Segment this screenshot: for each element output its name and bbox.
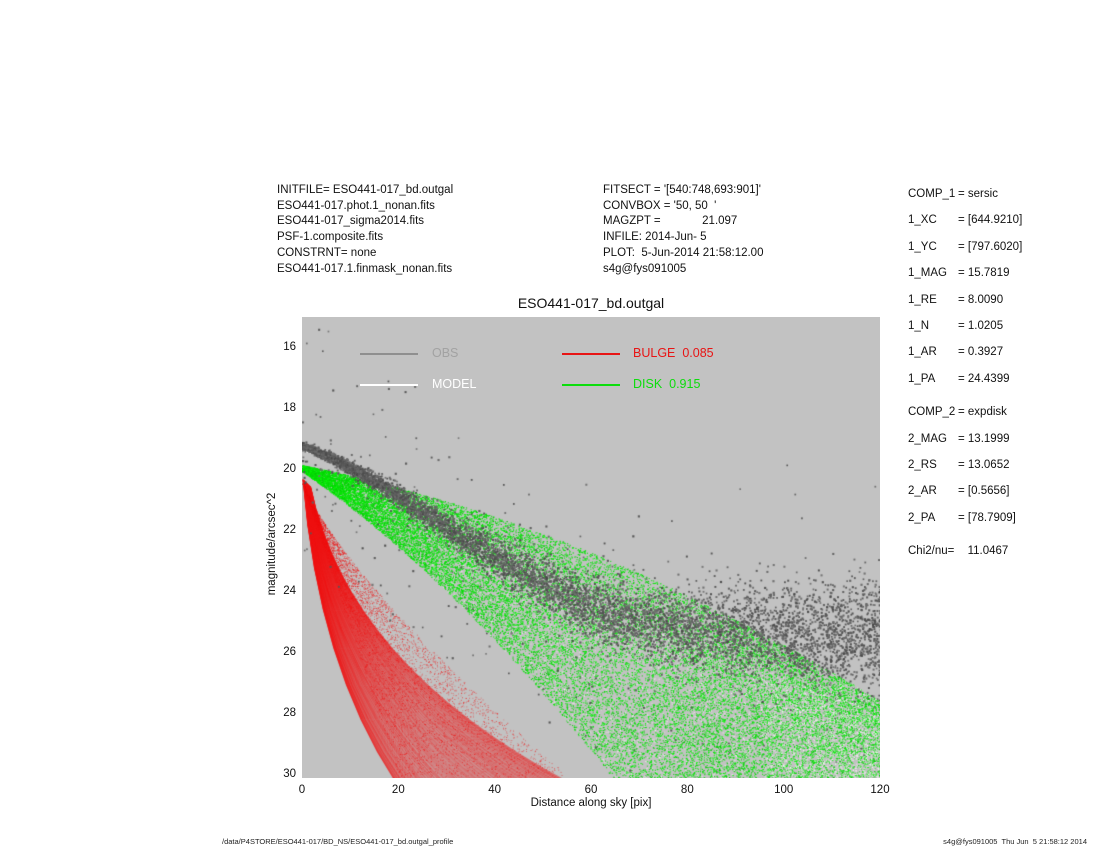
param-name: 1_XC: [908, 214, 937, 227]
x-tick-label: 20: [391, 784, 405, 796]
y-tick-label: 22: [283, 523, 296, 536]
y-tick-label: 20: [283, 462, 296, 475]
param-name: 1_MAG: [908, 267, 947, 280]
param-row: 2_MAG = 13.1999: [908, 433, 1093, 459]
param-name: 2_PA: [908, 511, 936, 524]
param-name: 1_RE: [908, 293, 937, 306]
footer-file-path: /data/P4STORE/ESO441-017/BD_NS/ESO441-01…: [222, 837, 454, 846]
param-row: 1_N = 1.0205: [908, 320, 1093, 346]
param-value: = expdisk: [958, 406, 1007, 419]
param-name: COMP_2: [908, 406, 956, 419]
param-value: = [797.6020]: [958, 240, 1023, 253]
header-fit-line: MAGZPT = 21.097: [603, 215, 738, 228]
param-name: 2_RS: [908, 458, 937, 471]
y-tick-label: 26: [283, 645, 296, 658]
param-row: 1_PA = 24.4399: [908, 373, 1093, 399]
header-file-line: CONSTRNT= none: [277, 246, 377, 259]
legend-line-model: [360, 384, 418, 386]
legend-label-disk: DISK 0.915: [633, 377, 701, 391]
param-row: COMP_2 = expdisk: [908, 406, 1093, 432]
param-value: = sersic: [958, 188, 998, 200]
header-fit-line: INFILE: 2014-Jun- 5: [603, 231, 707, 244]
param-row: 1_RE = 8.0090: [908, 294, 1093, 320]
legend-label-obs: OBS: [432, 346, 459, 360]
header-file-line: ESO441-017.phot.1_nonan.fits: [277, 199, 435, 212]
header-file-block: INITFILE= ESO441-017_bd.outgal ESO441-017…: [277, 183, 453, 277]
x-tick-label: 0: [298, 784, 306, 796]
param-value: = 0.3927: [958, 346, 1004, 359]
header-fit-line: FITSECT = '[540:748,693:901]': [603, 184, 761, 196]
header-file-line: PSF-1.composite.fits: [277, 231, 384, 244]
plot-title: ESO441-017_bd.outgal: [517, 295, 665, 311]
param-value: = 13.1999: [958, 432, 1010, 445]
header-fit-line: CONVBOX = '50, 50 ': [603, 199, 717, 212]
profile-plot-canvas: [302, 317, 880, 778]
y-tick-label: 30: [283, 767, 296, 780]
param-row: 1_AR = 0.3927: [908, 346, 1093, 372]
param-name: 1_AR: [908, 346, 937, 359]
param-value: = 8.0090: [958, 293, 1004, 306]
param-name: 1_PA: [908, 372, 936, 385]
param-row: 2_AR = [0.5656]: [908, 485, 1093, 511]
param-name: 1_N: [908, 319, 930, 332]
y-tick-label: 18: [283, 401, 296, 414]
legend-line-obs: [360, 353, 418, 355]
param-name: 2_AR: [908, 485, 937, 498]
param-row: 1_MAG = 15.7819: [908, 267, 1093, 293]
y-tick-label: 24: [283, 584, 296, 597]
x-tick-label: 40: [488, 784, 502, 796]
param-value: = 1.0205: [958, 319, 1004, 332]
param-name: Chi2/nu=: [908, 545, 955, 558]
legend-line-bulge: [562, 353, 620, 355]
header-file-line: ESO441-017_sigma2014.fits: [277, 215, 425, 228]
param-name: 2_MAG: [908, 432, 947, 445]
param-name: 1_YC: [908, 240, 937, 253]
header-fit-block: FITSECT = '[540:748,693:901]' CONVBOX = '…: [603, 183, 763, 277]
param-row: 2_RS = 13.0652: [908, 459, 1093, 485]
param-value: 11.0467: [958, 545, 1009, 558]
param-value: = [644.9210]: [958, 214, 1023, 227]
legend-line-disk: [562, 384, 620, 386]
x-tick-label: 60: [584, 784, 598, 796]
plot-area: OBS MODEL BULGE 0.085 DISK 0.915: [302, 317, 880, 778]
param-row: COMP_1 = sersic: [908, 188, 1093, 214]
footer-user-timestamp: s4g@fys091005 Thu Jun 5 21:58:12 2014: [943, 837, 1087, 846]
param-value: = 24.4399: [958, 372, 1010, 385]
legend-label-bulge: BULGE 0.085: [633, 346, 714, 360]
legend-label-model: MODEL: [432, 377, 477, 391]
component-parameters-panel: COMP_1 = sersic 1_XC = [644.9210] 1_YC = [797…: [908, 188, 1093, 571]
param-row: 1_XC = [644.9210]: [908, 214, 1093, 240]
param-row: 2_PA = [78.7909]: [908, 512, 1093, 538]
param-value: = 15.7819: [958, 267, 1010, 280]
param-row: 1_YC = [797.6020]: [908, 241, 1093, 267]
param-name: COMP_1: [908, 188, 956, 200]
x-tick-label: 120: [870, 784, 890, 796]
y-axis-label: magnitude/arcsec^2: [266, 492, 278, 596]
header-file-line: INITFILE= ESO441-017_bd.outgal: [277, 184, 454, 196]
y-tick-label: 16: [283, 340, 296, 353]
param-value: = [0.5656]: [958, 485, 1010, 498]
x-tick-label: 80: [680, 784, 694, 796]
header-fit-line: s4g@fys091005: [603, 262, 687, 275]
param-value: = 13.0652: [958, 458, 1010, 471]
header-file-line: ESO441-017.1.finmask_nonan.fits: [277, 262, 453, 275]
params-spacer: [908, 538, 1093, 545]
header-fit-line: PLOT: 5-Jun-2014 21:58:12.00: [603, 246, 764, 259]
params-spacer: [908, 399, 1093, 406]
param-value: = [78.7909]: [958, 511, 1016, 524]
y-tick-label: 28: [283, 706, 296, 719]
param-row: Chi2/nu= 11.0467: [908, 545, 1093, 571]
x-tick-label: 100: [774, 784, 794, 796]
x-axis-label: Distance along sky [pix]: [530, 797, 652, 809]
